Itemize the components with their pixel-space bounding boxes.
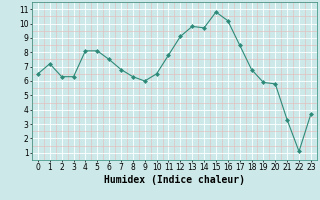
X-axis label: Humidex (Indice chaleur): Humidex (Indice chaleur) bbox=[104, 175, 245, 185]
